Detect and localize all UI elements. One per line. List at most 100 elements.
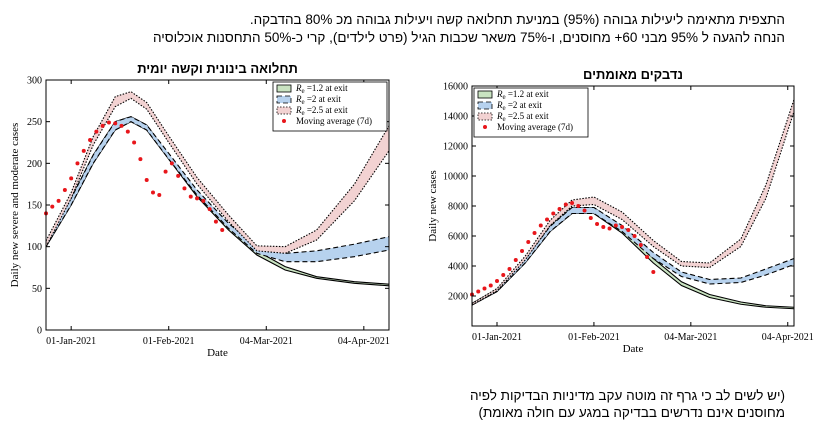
data-point [601,225,606,229]
data-point [132,140,137,145]
y-tick-label: 10000 [443,172,468,183]
data-point [169,161,174,166]
y-tick-label: 8000 [448,202,468,213]
band-area [472,207,794,305]
data-point [195,196,200,201]
footer-line-1: (יש לשים לב כי גרף זה מוטה עקב מדיניות ה… [470,388,785,403]
band-upper-line [45,116,390,254]
chart-title: תחלואה בינונית וקשה יומית [137,61,298,76]
y-tick-label: 300 [27,76,42,87]
data-point [563,202,568,207]
data-point [144,178,149,182]
legend-swatch [276,95,292,104]
data-point [176,173,181,178]
x-tick-label: 01-Feb-2021 [143,336,195,347]
y-tick-label: 0 [37,326,42,337]
y-axis-label: Daily new severe and moderate cases [9,123,21,288]
header-line-2: הנחה להגעה ל 95% מבני 60+ מחוסנים, ו-75%… [152,30,785,45]
data-point [157,193,162,197]
severe-cases-chart: תחלואה בינונית וקשה יומית 0 50 100 150 200 250… [9,61,390,359]
y-tick-label: 150 [27,201,42,212]
x-tick-label: 01-Jan-2021 [46,336,96,347]
data-point [526,240,531,244]
data-point [100,123,105,128]
data-point [50,204,55,209]
footer-line-2: מחוסנים אינם נדרשים בבדיקה במגע עם חולה … [478,405,785,420]
data-point [150,190,155,195]
x-tick-label: 01-Feb-2021 [568,332,620,343]
legend-frame [272,81,388,132]
data-point [576,204,581,208]
band-area [46,116,389,262]
band-lower-line [471,212,795,306]
data-point [125,129,130,134]
y-axis-label: Daily new cases [427,170,439,241]
data-point [488,283,493,288]
y-tick-label: 50 [32,284,42,295]
chart-title: נדבקים מאומתים [583,67,683,82]
data-point [106,120,111,125]
new-cases-chart: נדבקים מאומתים 2000 4000 6000 8000 10000 12000… [427,67,814,355]
data-point [81,148,86,153]
data-point [538,223,543,228]
data-point [507,267,512,271]
legend-entry: Moving average (7d) [497,122,573,132]
data-point [645,255,650,259]
data-point [613,223,618,228]
legend-entry: Re =1.2 at exit [496,89,549,101]
data-point [213,219,218,224]
data-point [513,258,518,262]
legend-swatch [276,106,292,115]
moving-average-points [470,201,656,297]
moving-average-points [44,120,225,232]
legend-entry: Moving average (7d) [296,116,372,126]
data-point [607,226,612,231]
y-tick-label: 12000 [443,142,468,153]
data-point [520,249,525,253]
data-point [482,286,487,291]
data-point [188,194,193,199]
band-re-1-2 [45,116,390,287]
legend-dot [483,125,487,129]
legend-swatch [477,90,493,99]
y-tick-label: 14000 [443,112,468,123]
band-re-2-5 [471,99,795,306]
data-point [638,243,643,247]
data-point [582,208,587,213]
data-point [88,138,93,142]
data-point [476,289,481,294]
data-point [588,216,593,220]
x-axis-label: Date [623,343,644,355]
data-point [495,279,500,283]
data-point [570,201,575,205]
data-point [94,129,99,134]
legend-swatch [477,112,493,121]
data-point [75,161,80,166]
band-lower-line [45,97,390,254]
legend-frame [473,87,589,138]
y-tick-label: 16000 [443,82,468,93]
data-point [113,121,118,126]
band-re-2-5 [45,91,390,254]
legend-entry: Re =1.2 at exit [295,83,348,95]
data-point [501,273,506,277]
y-tick-label: 6000 [448,232,468,243]
legend-entry: Re =2.5 at exit [295,105,348,117]
data-point [56,198,61,203]
data-point [651,270,656,274]
data-point [62,188,67,192]
x-tick-label: 04-Apr-2021 [762,332,814,343]
y-tick-label: 200 [27,159,42,170]
x-axis-label: Date [207,347,228,359]
data-point [182,186,187,191]
legend-entry: Re =2 at exit [295,94,341,106]
x-tick-label: 04-Mar-2021 [240,336,293,347]
band-lower-line [45,121,390,287]
y-tick-label: 100 [27,242,42,253]
data-point [620,225,625,229]
data-point [119,123,124,128]
data-point [532,231,537,235]
legend-swatch [477,101,493,110]
data-point [551,211,556,216]
